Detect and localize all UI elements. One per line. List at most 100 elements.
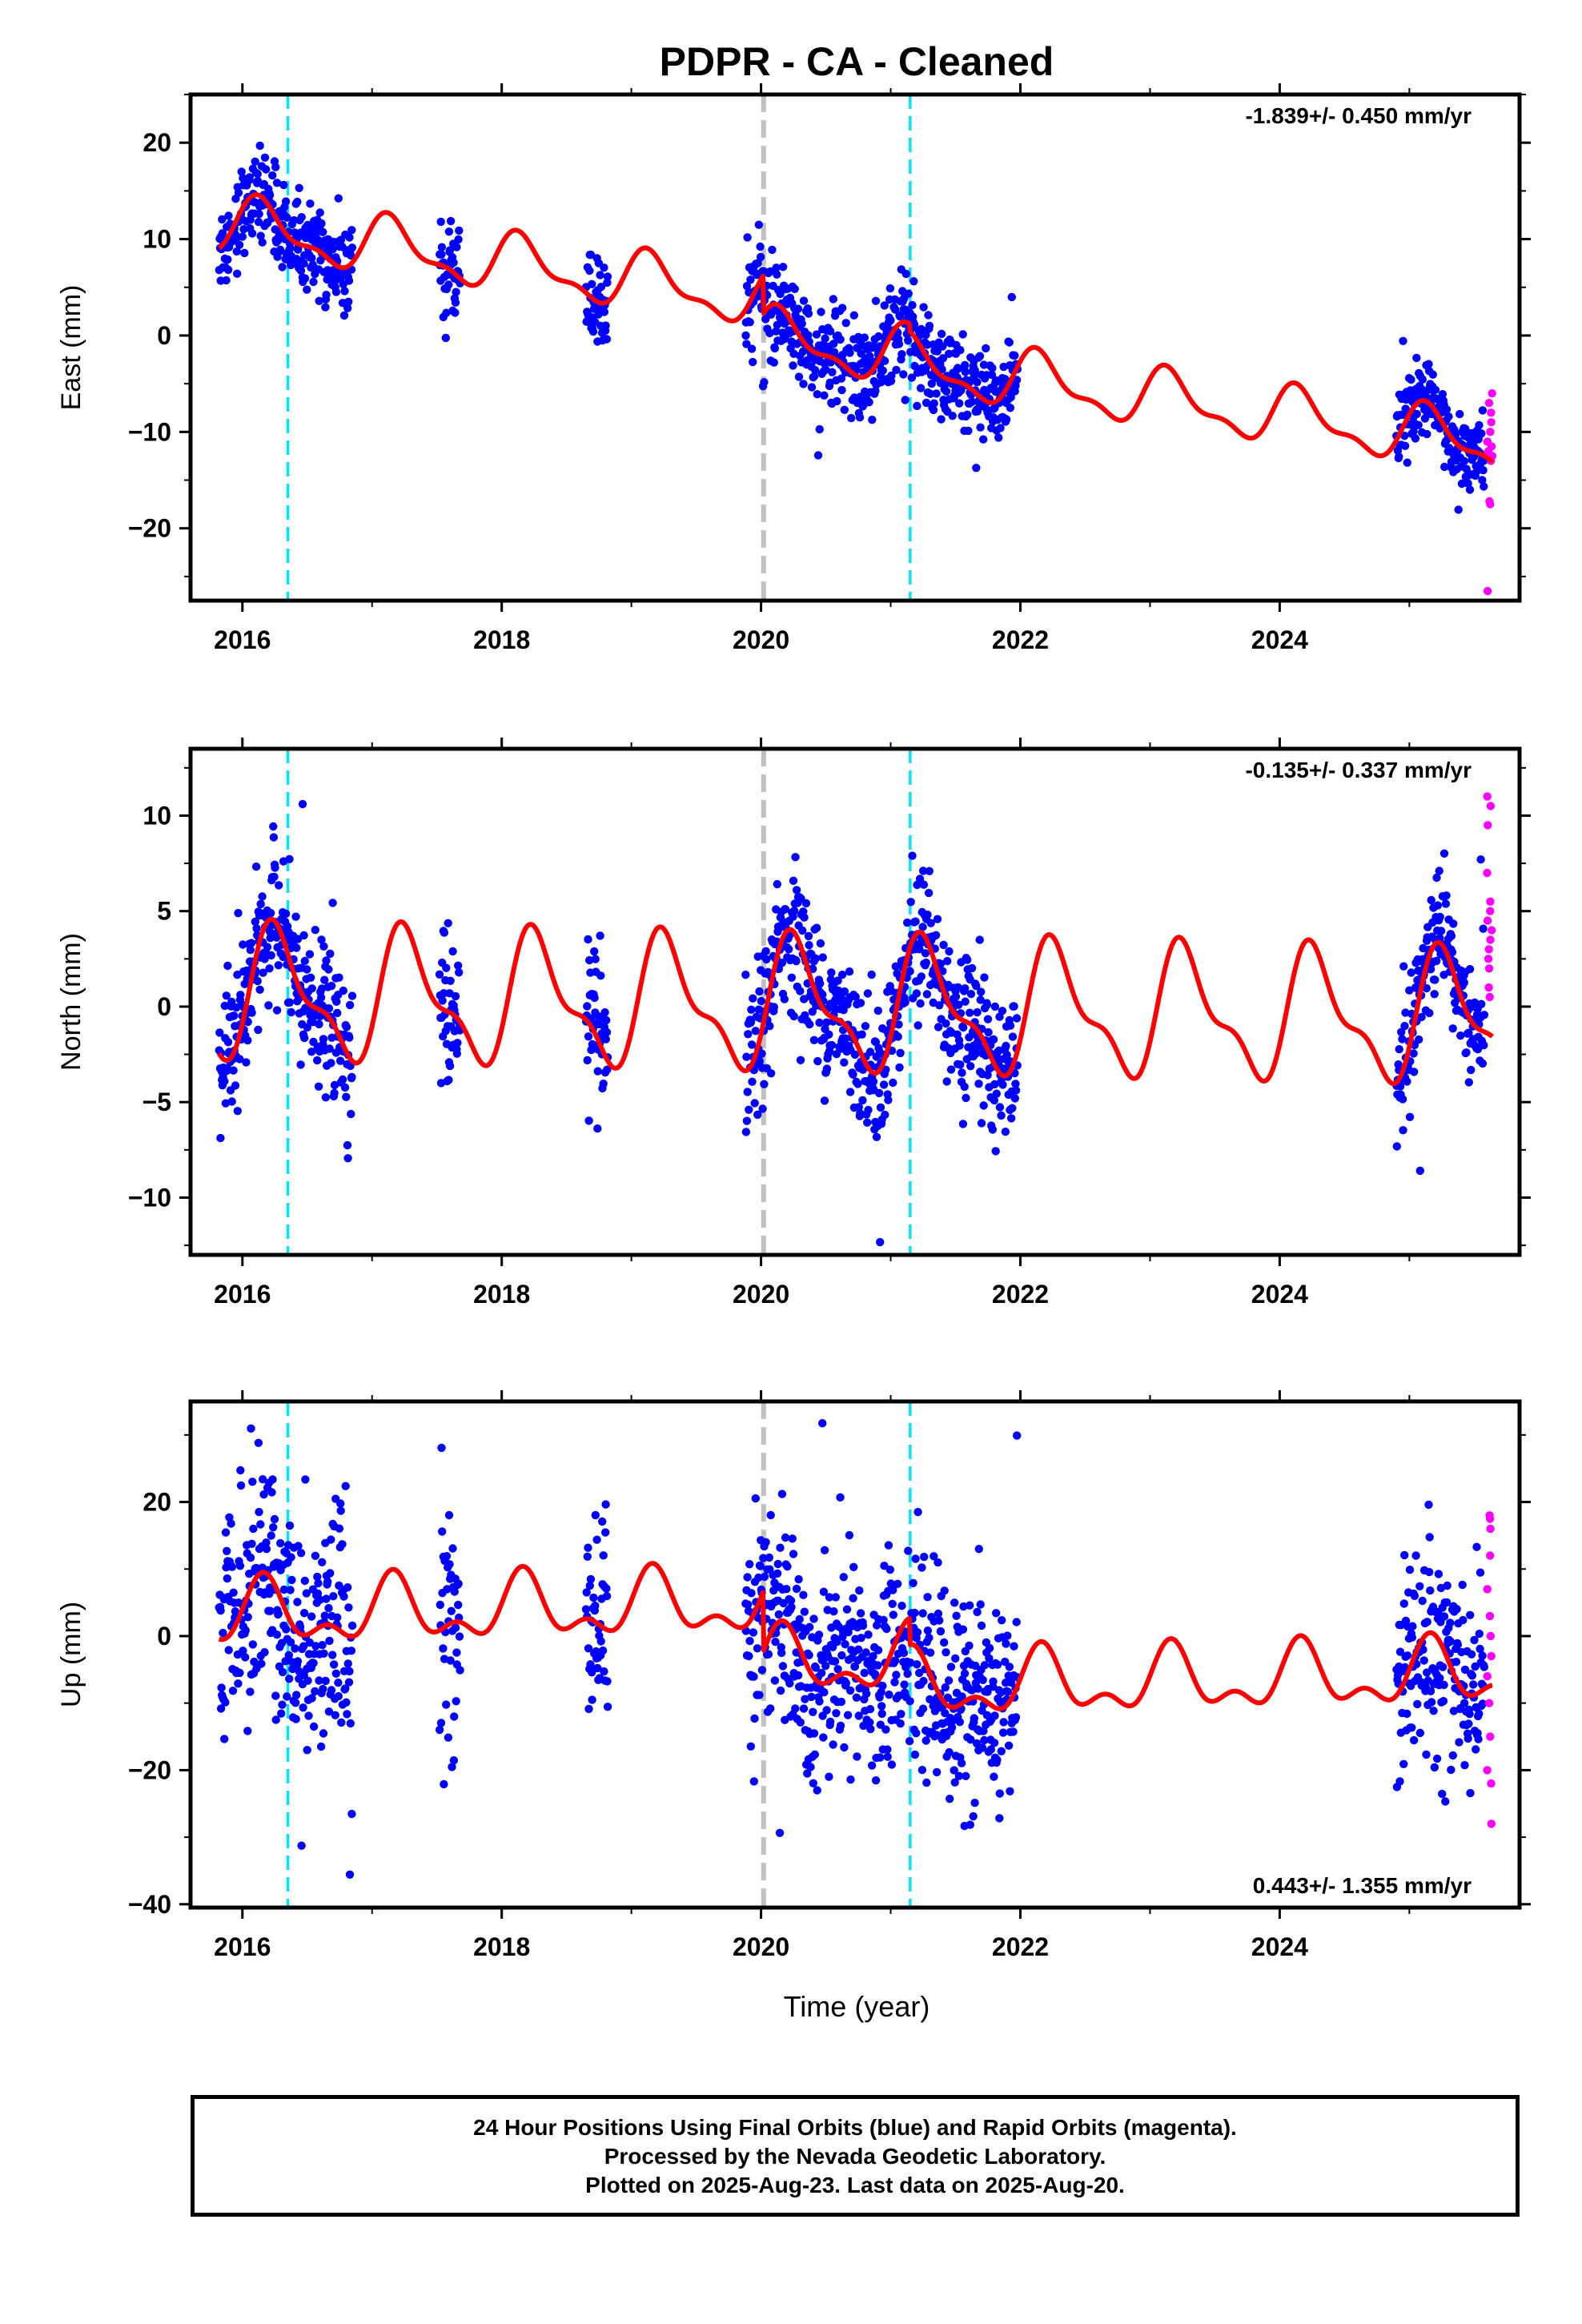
data-point xyxy=(995,1789,1005,1798)
data-point xyxy=(322,1594,331,1603)
data-point xyxy=(934,1558,942,1567)
data-point xyxy=(347,1647,356,1655)
data-point xyxy=(966,1062,975,1071)
data-point xyxy=(1458,1580,1467,1590)
data-point xyxy=(750,1099,759,1108)
rapid-point xyxy=(1487,408,1496,417)
data-point xyxy=(436,1719,446,1727)
data-point xyxy=(1442,891,1451,900)
data-point xyxy=(1010,1642,1018,1651)
data-point xyxy=(1400,1022,1409,1031)
data-point xyxy=(789,1550,798,1558)
data-point xyxy=(1430,1763,1439,1772)
data-point xyxy=(771,1638,780,1647)
data-point xyxy=(344,276,354,285)
rapid-point xyxy=(1484,964,1494,973)
data-point xyxy=(1436,1583,1446,1593)
rapid-point xyxy=(1484,945,1493,954)
data-point xyxy=(1464,1078,1474,1087)
data-point xyxy=(281,909,291,919)
east-plot-frame xyxy=(188,92,1522,603)
data-point xyxy=(255,210,263,219)
data-point xyxy=(905,967,914,976)
rapid-point xyxy=(1483,792,1492,801)
data-point xyxy=(221,1528,231,1537)
data-point xyxy=(1475,1709,1484,1719)
data-point xyxy=(810,1750,819,1759)
x-tick-label: 2024 xyxy=(1251,1280,1308,1309)
data-point xyxy=(591,1510,600,1520)
data-point xyxy=(267,1488,276,1497)
data-point xyxy=(274,961,283,970)
data-point xyxy=(903,1669,912,1679)
data-point xyxy=(962,1771,970,1780)
data-point xyxy=(766,1069,776,1078)
data-point xyxy=(930,399,938,408)
data-point xyxy=(785,945,793,954)
data-point xyxy=(837,385,846,395)
rapid-point xyxy=(1484,821,1492,830)
rapid-point xyxy=(1487,442,1496,451)
data-point xyxy=(1397,1027,1406,1037)
data-point xyxy=(745,1105,753,1115)
data-point xyxy=(602,1591,612,1601)
data-point xyxy=(1407,968,1415,977)
y-tick-label: −20 xyxy=(128,514,171,543)
data-point xyxy=(776,1686,785,1695)
data-point xyxy=(843,1969,851,1977)
data-point xyxy=(306,973,315,983)
data-point xyxy=(741,1128,751,1136)
data-point xyxy=(306,199,315,208)
data-point xyxy=(1443,1581,1452,1590)
data-point xyxy=(839,1573,849,1582)
data-point xyxy=(216,1133,225,1143)
data-point xyxy=(585,1581,594,1590)
data-point xyxy=(811,954,820,963)
data-point xyxy=(954,1000,963,1009)
data-point xyxy=(338,1075,347,1084)
data-point xyxy=(884,1096,893,1104)
data-point xyxy=(876,1753,885,1762)
data-point xyxy=(793,304,803,313)
data-point xyxy=(814,1630,824,1639)
data-point xyxy=(769,1003,778,1011)
data-point xyxy=(451,308,460,317)
data-point xyxy=(978,1675,987,1684)
data-point xyxy=(916,384,926,392)
data-point xyxy=(269,822,278,831)
data-point xyxy=(1471,1662,1480,1671)
data-point xyxy=(805,1019,814,1029)
data-point xyxy=(256,1520,265,1529)
data-point xyxy=(342,1092,351,1102)
data-point xyxy=(275,245,285,255)
data-point xyxy=(860,1668,869,1678)
data-point xyxy=(908,851,917,860)
data-point xyxy=(869,1651,877,1661)
data-point xyxy=(747,1040,757,1049)
data-point xyxy=(1432,1754,1442,1763)
data-point xyxy=(235,240,244,249)
data-point xyxy=(1427,895,1435,905)
data-point xyxy=(774,1610,783,1619)
data-point xyxy=(764,1650,773,1659)
data-point xyxy=(262,1545,271,1554)
data-point xyxy=(837,1697,846,1707)
up-panel: 20 0 −20 −40 2016 2018 2020 2022 2024 Up (mm) 0.44… xyxy=(56,1390,1531,1977)
data-point xyxy=(923,911,932,919)
data-point xyxy=(1449,919,1458,928)
data-point xyxy=(792,886,801,895)
data-point xyxy=(446,976,455,986)
data-point xyxy=(979,435,988,444)
data-point xyxy=(1006,1678,1016,1687)
data-point xyxy=(754,220,763,229)
data-point xyxy=(792,1584,801,1594)
x-tick-label: 2022 xyxy=(992,625,1049,654)
data-point xyxy=(435,970,444,979)
data-point xyxy=(347,251,355,260)
data-point xyxy=(770,1676,780,1685)
data-point xyxy=(909,1578,917,1588)
data-point xyxy=(1410,1591,1419,1601)
data-point xyxy=(1474,1735,1483,1743)
data-point xyxy=(1464,1719,1473,1728)
data-point xyxy=(297,1841,306,1850)
